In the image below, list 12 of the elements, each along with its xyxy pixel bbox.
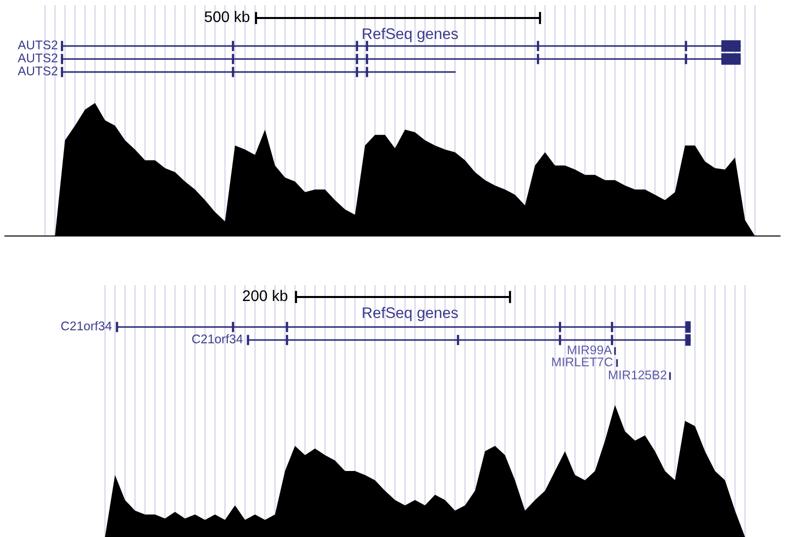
text: RefSeq genes bbox=[362, 28, 458, 42]
text: 200 kb bbox=[242, 290, 288, 302]
text: AUTS2 bbox=[18, 54, 58, 62]
text: MIRLET7C bbox=[552, 358, 613, 366]
text: C21orf34 bbox=[192, 334, 243, 344]
text: RefSeq genes bbox=[362, 306, 458, 322]
text: MIR99A bbox=[568, 346, 612, 354]
text: 500 kb bbox=[204, 10, 250, 22]
text: C21orf34 bbox=[61, 321, 112, 330]
text: AUTS2 bbox=[18, 66, 58, 76]
text: MIR125B2 bbox=[608, 370, 666, 380]
text: AUTS2 bbox=[18, 40, 58, 50]
